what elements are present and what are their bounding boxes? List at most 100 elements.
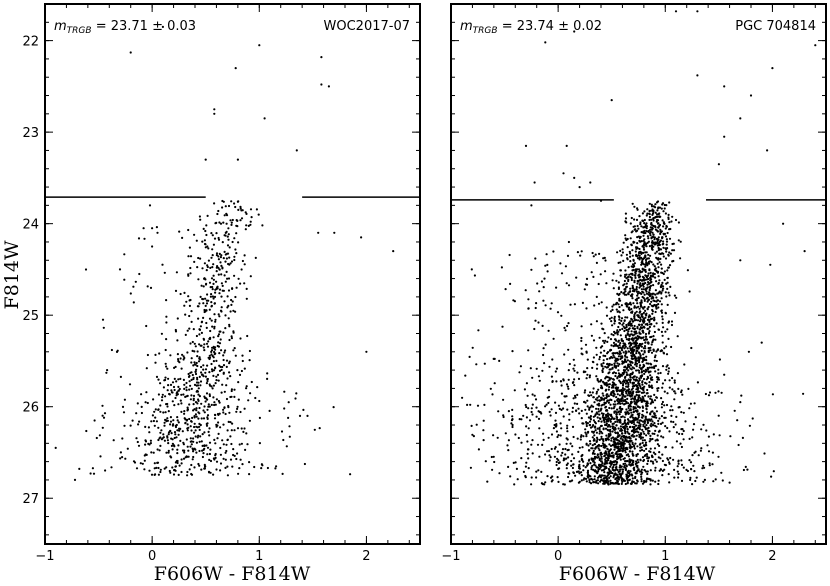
star-point — [209, 337, 212, 340]
star-point — [583, 391, 586, 394]
star-point — [206, 414, 210, 417]
star-point — [178, 464, 181, 467]
star-point — [236, 219, 239, 222]
star-point — [512, 461, 515, 464]
star-point — [215, 270, 218, 273]
star-point — [206, 214, 209, 217]
star-point — [646, 327, 649, 330]
star-point — [650, 343, 653, 346]
star-point — [564, 447, 567, 451]
star-point — [620, 291, 623, 294]
star-point — [513, 483, 516, 486]
star-point — [144, 443, 147, 446]
star-point — [614, 374, 617, 378]
star-point — [613, 322, 616, 325]
star-point — [632, 302, 635, 305]
star-point — [620, 444, 623, 447]
star-point — [199, 380, 203, 383]
star-point — [562, 415, 565, 418]
star-point — [210, 349, 214, 352]
star-point — [248, 461, 251, 464]
star-point — [537, 469, 540, 472]
star-point — [172, 385, 176, 389]
star-point — [661, 219, 664, 222]
star-point — [619, 425, 623, 428]
star-point — [211, 266, 214, 269]
star-point — [550, 433, 554, 436]
star-point — [530, 483, 533, 486]
star-point — [143, 468, 146, 471]
star-point — [183, 412, 186, 415]
star-point — [188, 304, 191, 307]
star-point — [544, 405, 547, 408]
star-point — [612, 422, 615, 425]
star-point — [712, 480, 715, 483]
star-point — [676, 372, 680, 375]
star-point — [207, 247, 210, 250]
star-point — [223, 214, 226, 217]
star-point — [602, 417, 605, 420]
star-point — [631, 263, 635, 266]
star-point — [237, 277, 240, 280]
star-point — [134, 280, 137, 283]
star-point — [526, 394, 529, 397]
star-point — [529, 367, 532, 370]
star-point — [538, 379, 541, 382]
star-point — [625, 425, 629, 428]
star-point — [245, 224, 248, 227]
star-point — [507, 465, 510, 468]
star-point — [223, 234, 226, 237]
star-point — [573, 30, 576, 33]
star-point — [189, 342, 192, 345]
star-point — [558, 407, 561, 410]
star-point — [240, 268, 243, 271]
star-point — [640, 225, 643, 228]
star-point — [313, 428, 316, 431]
star-point — [184, 333, 187, 336]
star-point — [604, 270, 607, 273]
star-point — [241, 354, 244, 357]
star-point — [661, 289, 664, 292]
star-point — [600, 322, 603, 325]
star-point — [288, 425, 291, 428]
star-point — [222, 257, 225, 260]
star-point — [200, 344, 203, 347]
star-point — [228, 246, 231, 249]
star-point — [603, 349, 606, 352]
star-point — [578, 467, 582, 470]
star-point — [654, 211, 657, 214]
star-point — [576, 251, 580, 254]
star-point — [633, 262, 637, 265]
star-point — [660, 309, 663, 313]
star-point — [557, 459, 560, 462]
star-point — [228, 411, 231, 414]
star-point — [149, 442, 152, 445]
star-point — [711, 451, 715, 454]
star-point — [239, 458, 242, 461]
star-point — [627, 292, 630, 295]
star-point — [227, 227, 230, 230]
star-point — [649, 271, 652, 274]
star-point — [229, 458, 233, 461]
star-point — [169, 354, 172, 357]
star-point — [235, 232, 238, 235]
star-point — [660, 403, 664, 406]
star-point — [668, 294, 671, 297]
star-point — [638, 320, 642, 323]
star-point — [218, 369, 222, 372]
star-point — [624, 447, 627, 450]
star-point — [624, 468, 628, 472]
star-point — [212, 263, 215, 266]
star-point — [214, 456, 217, 459]
star-point — [637, 227, 640, 230]
star-point — [677, 387, 680, 390]
star-point — [620, 319, 623, 322]
star-point — [349, 473, 352, 476]
y-tick-label: 22 — [22, 35, 39, 50]
star-point — [638, 377, 641, 380]
star-point — [187, 449, 190, 452]
star-point — [226, 306, 229, 309]
star-point — [621, 393, 624, 396]
star-point — [612, 287, 615, 290]
star-point — [54, 446, 57, 449]
